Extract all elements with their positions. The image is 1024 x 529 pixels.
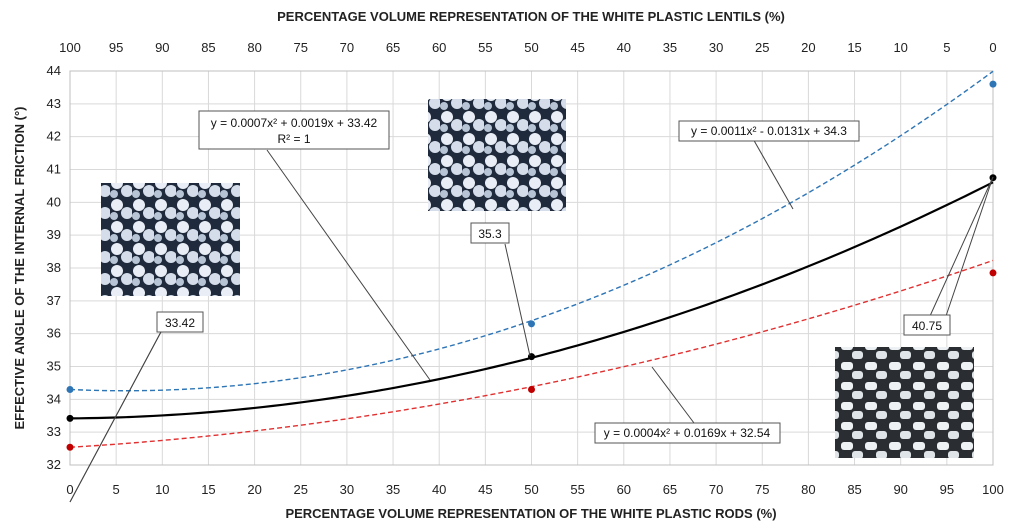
top-tick-label: 35 (663, 40, 677, 55)
x-tick-label: 45 (478, 482, 492, 497)
x-tick-label: 90 (893, 482, 907, 497)
series-1-point (528, 353, 535, 361)
label-50-text: 35.3 (478, 227, 502, 241)
top-tick-label: 60 (432, 40, 446, 55)
leader-eq-blue (751, 136, 794, 210)
eq-blue-text: y = 0.0011x² - 0.0131x + 34.3 (691, 124, 847, 138)
top-tick-label: 85 (201, 40, 215, 55)
y-tick-label: 37 (47, 293, 61, 308)
x-tick-label: 20 (247, 482, 261, 497)
x-tick-label: 30 (340, 482, 354, 497)
leader-label-100b (945, 176, 994, 317)
label-50-box: 35.3 (470, 222, 510, 244)
top-tick-label: 65 (386, 40, 400, 55)
top-tick-label: 45 (570, 40, 584, 55)
x-tick-label: 75 (755, 482, 769, 497)
top-axis-title: PERCENTAGE VOLUME REPRESENTATION OF THE … (277, 9, 785, 24)
y-axis-title: EFFECTIVE ANGLE OF THE INTERNAL FRICTION… (12, 107, 27, 430)
label-0-text: 33.42 (165, 316, 195, 330)
eq-black-box: y = 0.0007x² + 0.0019x + 33.42 R² = 1 (198, 110, 390, 150)
top-axis-ticks: 100 95 90 85 80 75 70 65 60 55 50 45 40 35 30 25 20 15 10 5… (59, 40, 996, 55)
x-tick-label: 35 (386, 482, 400, 497)
top-tick-label: 75 (294, 40, 308, 55)
plot-area-border (69, 70, 994, 466)
leader-label-50 (504, 243, 531, 357)
top-tick-label: 0 (989, 40, 996, 55)
y-tick-label: 42 (47, 129, 61, 144)
eq-blue-box: y = 0.0011x² - 0.0131x + 34.3 (678, 120, 860, 142)
series-0-point (528, 320, 535, 328)
y-tick-label: 35 (47, 359, 61, 374)
x-tick-label: 25 (294, 482, 308, 497)
leader-eq-red (651, 366, 695, 424)
plot-frame (69, 70, 994, 466)
x-tick-label: 0 (66, 482, 73, 497)
x-axis-ticks: 0 5 10 15 20 25 30 35 40 45 50 55 60 65 70 75 80 85 90 95 10… (66, 482, 1003, 497)
y-tick-label: 32 (47, 457, 61, 472)
x-tick-label: 80 (801, 482, 815, 497)
top-tick-label: 90 (155, 40, 169, 55)
eq-red-box: y = 0.0004x² + 0.0169x + 32.54 (594, 422, 781, 444)
x-tick-label: 70 (709, 482, 723, 497)
series-2-point (989, 269, 997, 277)
y-tick-label: 44 (47, 63, 61, 78)
top-tick-label: 30 (709, 40, 723, 55)
leader-label-0b (69, 329, 163, 503)
y-tick-label: 33 (47, 424, 61, 439)
series-0-point (989, 80, 997, 88)
x-tick-label: 10 (155, 482, 169, 497)
y-tick-label: 39 (47, 227, 61, 242)
label-100-box: 40.75 (903, 314, 951, 336)
label-100-text: 40.75 (912, 319, 942, 333)
x-tick-label: 55 (570, 482, 584, 497)
leader-eq-black (266, 149, 431, 381)
series-2-point (66, 443, 74, 451)
top-tick-label: 70 (340, 40, 354, 55)
x-tick-label: 85 (847, 482, 861, 497)
top-tick-label: 5 (943, 40, 950, 55)
series-line-0 (69, 70, 994, 392)
eq-black-line2: R² = 1 (277, 132, 310, 146)
photo-lentils (428, 99, 566, 211)
top-tick-label: 15 (847, 40, 861, 55)
top-tick-label: 50 (524, 40, 538, 55)
y-tick-label: 43 (47, 96, 61, 111)
top-tick-label: 10 (893, 40, 907, 55)
x-tick-label: 5 (113, 482, 120, 497)
top-tick-label: 95 (109, 40, 123, 55)
y-tick-label: 34 (47, 391, 61, 406)
top-tick-label: 20 (801, 40, 815, 55)
y-tick-label: 38 (47, 260, 61, 275)
label-0-box: 33.42 (156, 311, 204, 333)
eq-black-line1: y = 0.0007x² + 0.0019x + 33.42 (211, 116, 378, 130)
x-tick-label: 100 (982, 482, 1004, 497)
x-tick-label: 65 (663, 482, 677, 497)
photo-rods (835, 347, 974, 458)
top-tick-label: 40 (617, 40, 631, 55)
top-tick-label: 25 (755, 40, 769, 55)
y-tick-label: 40 (47, 194, 61, 209)
photo-mixed-left (101, 183, 240, 296)
eq-red-text: y = 0.0004x² + 0.0169x + 32.54 (604, 426, 771, 440)
top-tick-label: 80 (247, 40, 261, 55)
y-tick-label: 36 (47, 326, 61, 341)
x-tick-label: 40 (432, 482, 446, 497)
y-axis-ticks: 32 33 34 35 36 37 38 39 40 41 42 43 44 (47, 63, 61, 472)
x-tick-label: 50 (524, 482, 538, 497)
series-2-point (528, 385, 535, 393)
x-tick-label: 95 (940, 482, 954, 497)
series-1-point (66, 414, 74, 422)
x-tick-label: 15 (201, 482, 215, 497)
x-axis-title: PERCENTAGE VOLUME REPRESENTATION OF THE … (285, 506, 776, 521)
leader-label-100a (929, 176, 994, 317)
top-tick-label: 55 (478, 40, 492, 55)
series-0-point (66, 385, 74, 393)
x-tick-label: 60 (617, 482, 631, 497)
series-layer (66, 70, 997, 451)
leader-lines (69, 136, 994, 503)
top-tick-label: 100 (59, 40, 81, 55)
y-tick-label: 41 (47, 162, 61, 177)
